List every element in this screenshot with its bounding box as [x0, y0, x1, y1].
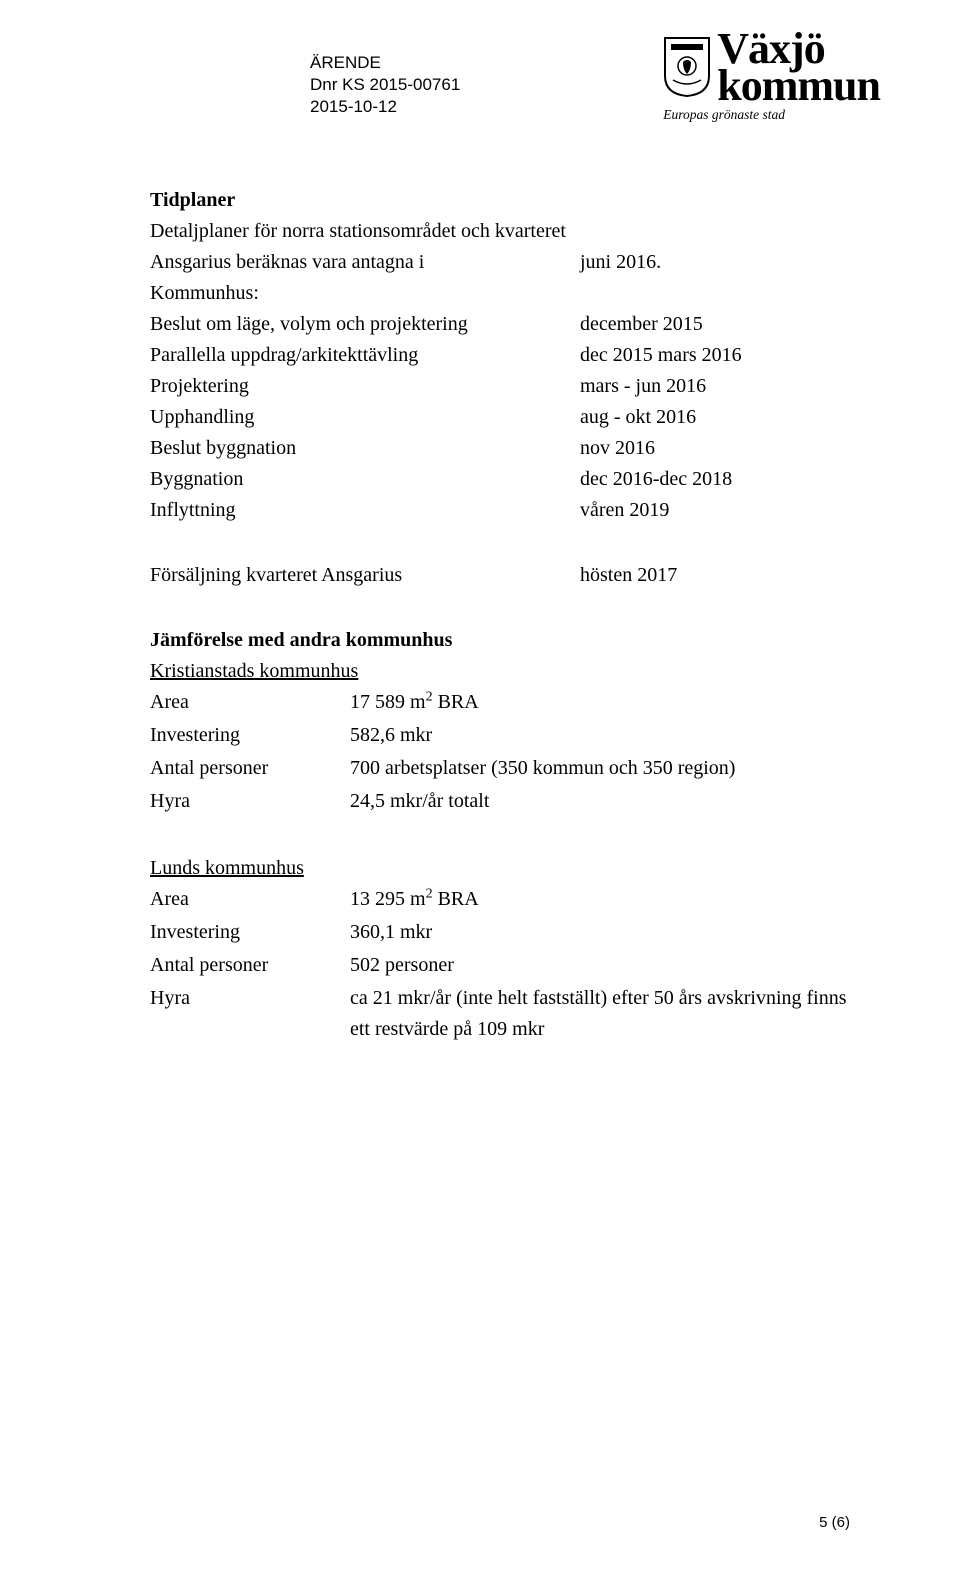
table-row: Area 17 589 m2 BRA	[150, 687, 850, 718]
table-row: Hyra ca 21 mkr/år (inte helt fastställt)…	[150, 983, 850, 1045]
kv-label: Investering	[150, 720, 350, 751]
kv-label: Upphandling	[150, 402, 580, 433]
table-row: Investering 582,6 mkr	[150, 720, 850, 751]
kv-value: nov 2016	[580, 433, 850, 464]
kv-value: våren 2019	[580, 495, 850, 526]
table-row: Hyra 24,5 mkr/år totalt	[150, 786, 850, 817]
table-row: Antal personer 502 personer	[150, 950, 850, 981]
table-row: Beslut om läge, volym och projektering d…	[150, 309, 850, 340]
kv-value: december 2015	[580, 309, 850, 340]
kv-value: dec 2016-dec 2018	[580, 464, 850, 495]
header-line-1: ÄRENDE	[310, 52, 460, 74]
table-row: Antal personer 700 arbetsplatser (350 ko…	[150, 753, 850, 784]
kv-label: Beslut byggnation	[150, 433, 580, 464]
kv-value: dec 2015 mars 2016	[580, 340, 850, 371]
kv-label: Hyra	[150, 983, 350, 1045]
header-line-3: 2015-10-12	[310, 96, 460, 118]
kv-value: 24,5 mkr/år totalt	[350, 786, 850, 817]
page-number: 5 (6)	[819, 1514, 850, 1531]
page: ÄRENDE Dnr KS 2015-00761 2015-10-12 Växj…	[0, 0, 960, 1586]
kristianstad-title: Kristianstads kommunhus	[150, 656, 850, 687]
kv-label: Antal personer	[150, 753, 350, 784]
brand-text: Växjö kommun	[717, 30, 880, 105]
val-pre: 13 295 m	[350, 888, 426, 910]
kv-label: Projektering	[150, 371, 580, 402]
table-row: Investering 360,1 mkr	[150, 917, 850, 948]
val-pre: 17 589 m	[350, 691, 426, 713]
kv-label: Hyra	[150, 786, 350, 817]
val-post: BRA	[433, 691, 479, 713]
table-row: Parallella uppdrag/arkitekttävling dec 2…	[150, 340, 850, 371]
logo: Växjö kommun Europas grönaste stad	[663, 30, 880, 123]
tidplaner-heading: Tidplaner	[150, 185, 850, 216]
kv-value: 502 personer	[350, 950, 850, 981]
kv-label: Antal personer	[150, 950, 350, 981]
kv-label: Parallella uppdrag/arkitekttävling	[150, 340, 580, 371]
detalj-row: Detaljplaner för norra stationsområdet o…	[150, 216, 850, 278]
kv-value: aug - okt 2016	[580, 402, 850, 433]
forsaljning-label: Försäljning kvarteret Ansgarius	[150, 560, 580, 591]
detalj-value: juni 2016.	[580, 216, 850, 278]
kv-value: 582,6 mkr	[350, 720, 850, 751]
val-sup: 2	[426, 886, 433, 901]
logo-row: Växjö kommun	[663, 30, 880, 105]
table-row: Byggnation dec 2016-dec 2018	[150, 464, 850, 495]
crest-icon	[663, 36, 711, 98]
kv-label: Byggnation	[150, 464, 580, 495]
kv-value: ca 21 mkr/år (inte helt fastställt) efte…	[350, 983, 850, 1045]
kv-label: Inflyttning	[150, 495, 580, 526]
table-row: Projektering mars - jun 2016	[150, 371, 850, 402]
lund-title: Lunds kommunhus	[150, 853, 850, 884]
kv-label: Area	[150, 687, 350, 718]
kv-value: 360,1 mkr	[350, 917, 850, 948]
kv-label: Area	[150, 884, 350, 915]
kv-value: 13 295 m2 BRA	[350, 884, 850, 915]
kv-value: mars - jun 2016	[580, 371, 850, 402]
kv-label: Beslut om läge, volym och projektering	[150, 309, 580, 340]
content: Tidplaner Detaljplaner för norra station…	[150, 185, 850, 1047]
doc-header: ÄRENDE Dnr KS 2015-00761 2015-10-12	[310, 52, 460, 118]
table-row: Beslut byggnation nov 2016	[150, 433, 850, 464]
brand-line-2: kommun	[717, 67, 880, 104]
kv-value: 17 589 m2 BRA	[350, 687, 850, 718]
forsaljning-row: Försäljning kvarteret Ansgarius hösten 2…	[150, 560, 850, 591]
kv-value: 700 arbetsplatser (350 kommun och 350 re…	[350, 753, 850, 784]
header-line-2: Dnr KS 2015-00761	[310, 74, 460, 96]
kv-label: Investering	[150, 917, 350, 948]
table-row: Area 13 295 m2 BRA	[150, 884, 850, 915]
table-row: Inflyttning våren 2019	[150, 495, 850, 526]
forsaljning-value: hösten 2017	[580, 560, 850, 591]
jamforelse-heading: Jämförelse med andra kommunhus	[150, 625, 850, 656]
val-post: BRA	[433, 888, 479, 910]
detalj-label: Detaljplaner för norra stationsområdet o…	[150, 216, 580, 278]
val-sup: 2	[426, 689, 433, 704]
table-row: Upphandling aug - okt 2016	[150, 402, 850, 433]
kommunhus-label: Kommunhus:	[150, 278, 850, 309]
